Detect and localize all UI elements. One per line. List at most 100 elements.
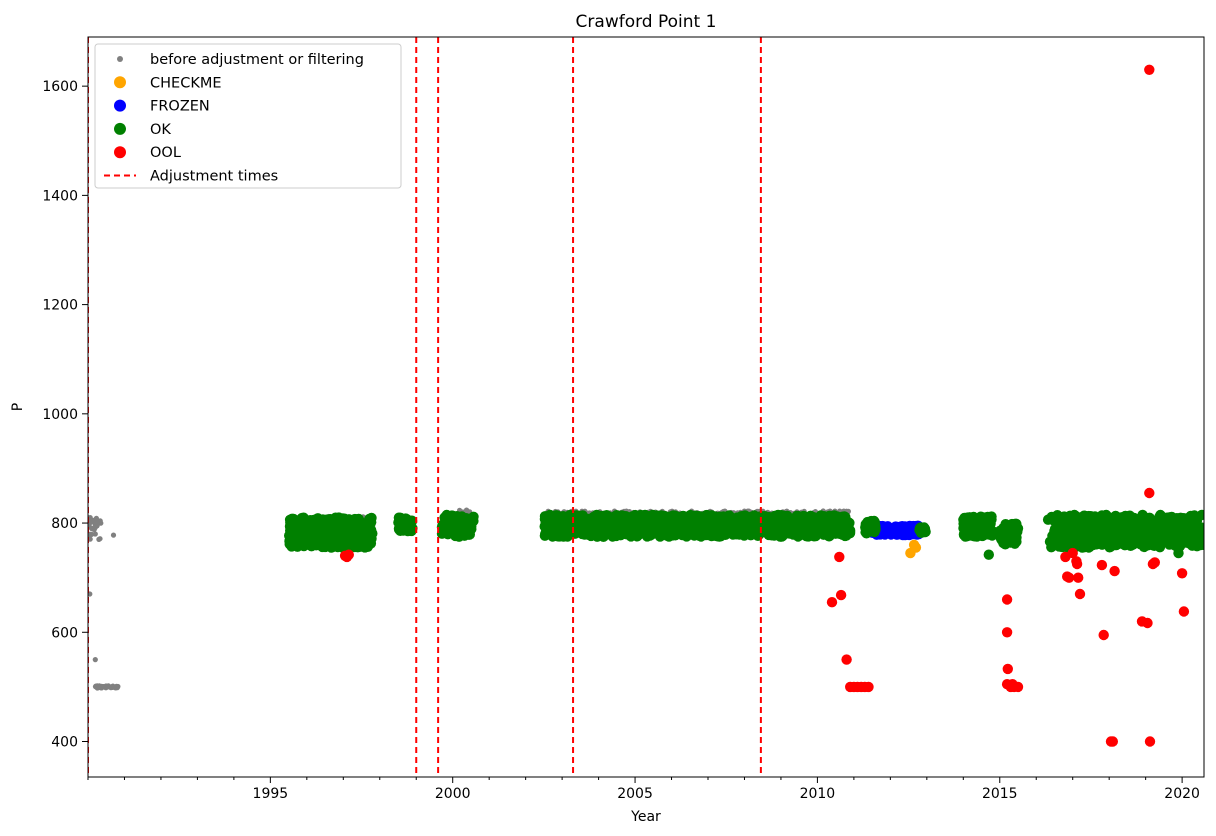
data-point	[1098, 629, 1109, 641]
series-ool	[339, 64, 1190, 747]
legend-swatch	[114, 99, 126, 112]
data-point	[604, 528, 615, 539]
data-point	[326, 529, 338, 540]
legend-item: FROZEN	[114, 99, 210, 115]
y-tick-label: 1000	[42, 407, 78, 423]
data-point	[309, 536, 320, 547]
data-point	[705, 527, 717, 538]
data-point	[841, 654, 852, 665]
data-point	[626, 529, 637, 540]
data-point	[1107, 736, 1119, 747]
data-point	[695, 531, 707, 542]
data-point	[92, 657, 98, 663]
data-point	[1046, 513, 1057, 524]
data-point	[863, 681, 874, 693]
data-point	[88, 531, 93, 537]
data-point	[1142, 617, 1153, 629]
y-tick-label: 1600	[42, 79, 78, 95]
y-tick-label: 1400	[42, 188, 78, 204]
data-point	[1096, 559, 1108, 571]
data-point	[1074, 588, 1086, 600]
data-point	[1109, 565, 1120, 577]
y-tick-label: 400	[51, 735, 78, 751]
data-point	[1132, 535, 1144, 546]
data-point	[683, 521, 695, 532]
data-point	[1073, 572, 1084, 583]
data-point	[299, 520, 310, 531]
data-point	[966, 530, 977, 541]
data-point	[89, 525, 95, 532]
data-point	[587, 529, 599, 540]
data-point	[890, 524, 901, 536]
y-tick-label: 600	[51, 625, 78, 641]
data-point	[1146, 533, 1158, 544]
data-point	[1054, 514, 1065, 526]
data-point	[1063, 572, 1075, 583]
data-point	[1193, 536, 1204, 547]
data-point	[625, 516, 637, 527]
data-point	[658, 510, 670, 522]
legend-swatch	[114, 76, 126, 89]
data-point	[1153, 526, 1165, 537]
data-point	[910, 542, 922, 553]
x-axis-label: Year	[630, 809, 661, 825]
data-point	[615, 530, 626, 541]
data-point	[452, 520, 463, 531]
data-point	[1067, 547, 1078, 559]
data-point	[1173, 527, 1184, 538]
data-point	[341, 551, 353, 563]
legend-item: OOL	[114, 145, 181, 161]
data-point	[718, 523, 730, 535]
data-point	[1144, 64, 1155, 76]
data-point	[1173, 547, 1184, 559]
data-point	[730, 521, 741, 532]
data-point	[110, 532, 117, 538]
data-point	[1067, 539, 1078, 551]
y-axis-label: P	[10, 403, 26, 411]
legend-label: OK	[150, 122, 171, 138]
legend-label: before adjustment or filtering	[150, 52, 364, 68]
data-point	[1176, 568, 1188, 579]
data-point	[1144, 487, 1155, 499]
legend-label: Adjustment times	[150, 169, 278, 185]
data-point	[835, 589, 847, 601]
data-point	[113, 683, 120, 690]
data-point	[1149, 557, 1161, 568]
data-point	[1167, 534, 1178, 545]
data-point	[650, 522, 661, 534]
legend-box	[94, 43, 402, 189]
x-tick-label: 2010	[800, 786, 836, 802]
data-point	[92, 531, 98, 537]
data-point	[1111, 539, 1122, 551]
legend: before adjustment or filtering CHECKME FRO…	[94, 43, 402, 189]
data-point	[1185, 536, 1197, 547]
data-point	[1070, 510, 1081, 522]
x-tick-label: 2005	[617, 786, 653, 802]
data-point	[1007, 679, 1018, 690]
data-point	[1010, 519, 1021, 531]
data-point	[398, 525, 409, 536]
data-point	[359, 521, 370, 533]
data-point	[674, 523, 686, 534]
axis-ticks: 1995 2000 2005 2010 2015 2020 400 600 800 1000 120…	[42, 79, 1200, 802]
data-point	[402, 514, 413, 525]
data-point	[904, 521, 915, 533]
x-tick-label: 2000	[435, 786, 471, 802]
data-point	[302, 529, 313, 540]
data-point	[1088, 513, 1099, 524]
data-point	[1079, 510, 1090, 522]
data-point	[539, 511, 551, 522]
series-checkme	[905, 539, 922, 559]
data-point	[1002, 663, 1013, 675]
legend-swatch	[114, 146, 126, 159]
legend-item: OK	[114, 122, 171, 138]
data-point	[1053, 540, 1064, 551]
chart-title: Crawford Point 1	[576, 12, 717, 32]
data-point	[1186, 512, 1197, 523]
data-point	[545, 528, 557, 539]
y-tick-label: 1200	[42, 298, 78, 314]
data-point	[566, 514, 577, 525]
data-point	[564, 529, 575, 541]
data-point	[1095, 531, 1106, 543]
